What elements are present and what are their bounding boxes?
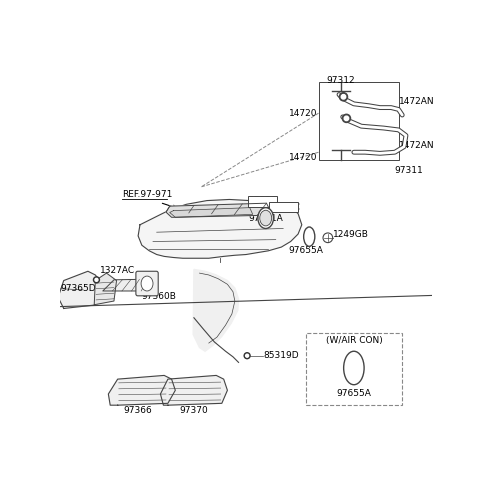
Circle shape [323,233,333,242]
Polygon shape [166,203,270,217]
Polygon shape [193,270,239,351]
Circle shape [344,116,348,120]
Text: 97211C: 97211C [266,203,300,212]
Polygon shape [160,375,228,405]
Text: 97313: 97313 [248,197,277,206]
Polygon shape [108,375,175,405]
Ellipse shape [304,227,315,246]
Circle shape [342,114,350,122]
Polygon shape [94,273,117,305]
Text: 97655A: 97655A [336,389,372,398]
Text: 97261A: 97261A [249,214,283,223]
FancyBboxPatch shape [248,196,277,207]
Polygon shape [103,279,156,291]
Polygon shape [138,200,302,258]
Text: 97655A: 97655A [288,246,323,256]
Text: 97366: 97366 [124,406,153,415]
Ellipse shape [344,351,364,385]
Ellipse shape [258,208,274,228]
Circle shape [246,354,249,357]
Ellipse shape [141,276,153,291]
Circle shape [95,278,98,281]
Text: 1327AC: 1327AC [100,266,135,275]
Circle shape [341,95,346,99]
Circle shape [339,93,348,101]
Text: 97311: 97311 [395,166,423,175]
Text: 14720: 14720 [289,109,317,118]
Text: 1472AN: 1472AN [399,141,435,150]
Text: (W/AIR CON): (W/AIR CON) [325,336,382,345]
Bar [305,333,402,405]
Text: 1249GB: 1249GB [334,230,369,239]
Text: 1472AN: 1472AN [399,97,435,106]
Text: 14720: 14720 [289,153,317,162]
Text: 85319D: 85319D [264,351,300,360]
Polygon shape [58,271,104,308]
Circle shape [244,353,250,359]
Polygon shape [170,208,252,217]
Text: 97360B: 97360B [142,292,177,301]
Text: 97365D: 97365D [61,284,96,293]
Circle shape [94,277,99,283]
FancyBboxPatch shape [136,271,158,296]
Text: 97312: 97312 [326,76,355,85]
FancyBboxPatch shape [269,203,298,212]
Text: REF.97-971: REF.97-971 [122,190,173,199]
Text: 97370: 97370 [180,406,208,415]
Bar [319,82,398,160]
Ellipse shape [260,210,272,226]
